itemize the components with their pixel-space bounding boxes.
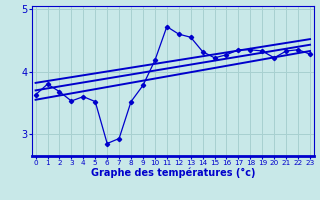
X-axis label: Graphe des températures (°c): Graphe des températures (°c) (91, 168, 255, 178)
